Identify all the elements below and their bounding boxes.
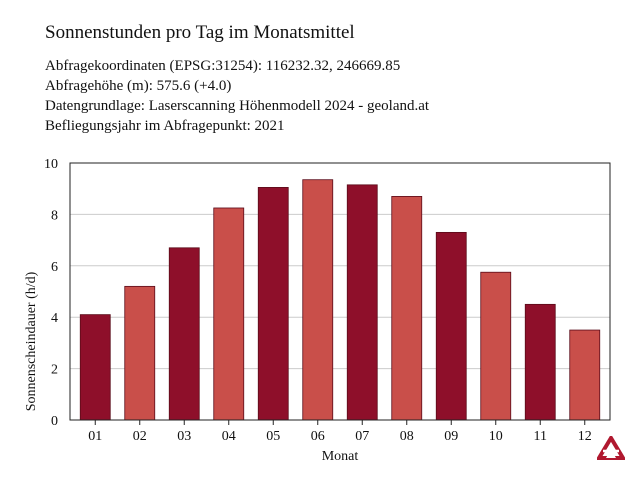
x-tick-label: 11 bbox=[534, 429, 547, 444]
x-tick-label: 01 bbox=[88, 429, 102, 444]
x-tick-label: 10 bbox=[489, 429, 503, 444]
y-tick-label: 4 bbox=[51, 311, 58, 326]
x-tick-label: 04 bbox=[222, 429, 236, 444]
x-tick-label: 05 bbox=[266, 429, 280, 444]
y-tick-label: 10 bbox=[44, 157, 58, 172]
x-tick-label: 02 bbox=[133, 429, 147, 444]
y-tick-label: 0 bbox=[51, 414, 58, 429]
info-flight-year: Befliegungsjahr im Abfragepunkt: 2021 bbox=[45, 118, 285, 134]
x-tick-label: 08 bbox=[400, 429, 414, 444]
bar bbox=[524, 303, 556, 421]
x-tick-label: 09 bbox=[444, 429, 458, 444]
chart-title: Sonnenstunden pro Tag im Monatsmittel bbox=[45, 22, 355, 43]
x-tick-label: 03 bbox=[177, 429, 191, 444]
bar bbox=[480, 271, 512, 421]
info-coordinates: Abfragekoordinaten (EPSG:31254): 116232.… bbox=[45, 58, 401, 74]
y-axis-label: Sonnenscheindauer (h/d) bbox=[24, 271, 39, 411]
info-elevation: Abfragehöhe (m): 575.6 (+4.0) bbox=[45, 78, 232, 94]
info-data-source: Datengrundlage: Laserscanning Höhenmodel… bbox=[45, 98, 430, 114]
bar bbox=[124, 285, 156, 421]
bar bbox=[213, 207, 245, 421]
bar bbox=[79, 314, 111, 421]
bar bbox=[168, 247, 200, 421]
bar bbox=[435, 231, 467, 421]
x-tick-label: 12 bbox=[578, 429, 592, 444]
bar bbox=[302, 179, 334, 421]
y-tick-label: 2 bbox=[51, 363, 58, 378]
plot-frame bbox=[69, 162, 611, 421]
bar bbox=[391, 196, 423, 421]
bar bbox=[569, 329, 601, 421]
bar bbox=[257, 187, 289, 421]
x-tick-label: 06 bbox=[311, 429, 325, 444]
logo-triangle-icon bbox=[597, 436, 625, 460]
x-axis-label: Monat bbox=[322, 449, 359, 464]
y-tick-label: 8 bbox=[51, 208, 58, 223]
y-tick-label: 6 bbox=[51, 260, 58, 275]
bar bbox=[346, 184, 378, 421]
x-tick-label: 07 bbox=[355, 429, 369, 444]
